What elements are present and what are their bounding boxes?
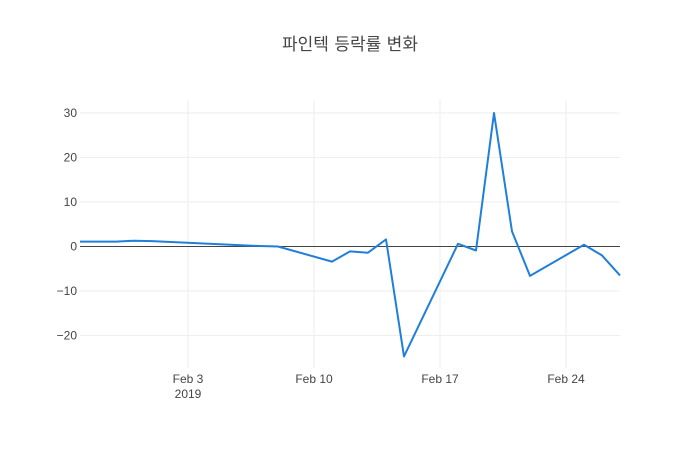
- y-tick-label: 30: [64, 106, 78, 120]
- y-tick-label: 10: [64, 195, 78, 209]
- chart-title: 파인텍 등락률 변화: [282, 35, 418, 55]
- series-line: [80, 112, 621, 358]
- y-tick-label: 0: [70, 240, 77, 254]
- y-tick-label: −10: [57, 284, 78, 298]
- y-axis: 30 20 10 0 −10 −20: [57, 106, 78, 343]
- x-tick-label: Feb 17: [421, 372, 459, 386]
- y-tick-label: −20: [57, 329, 78, 343]
- x-tick-label: Feb 3: [173, 372, 204, 386]
- data-points: [79, 112, 621, 357]
- x-tick-label: Feb 10: [295, 372, 333, 386]
- x-tick-label: Feb 24: [547, 372, 585, 386]
- y-tick-label: 20: [64, 151, 78, 165]
- x-tick-sublabel: 2019: [175, 387, 202, 401]
- grid: [80, 100, 620, 368]
- plot-area: [79, 112, 621, 358]
